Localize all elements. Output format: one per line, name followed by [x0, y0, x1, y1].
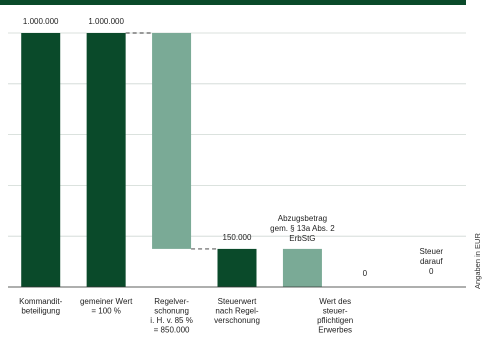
- category-label-taxable-value: Wert des steuer-pflichtigen Erwerbes: [317, 297, 353, 335]
- category-label: Steuerwert nach Regel-verschonung: [214, 297, 260, 325]
- annotation-deduction-line: ErbStG: [289, 234, 315, 243]
- bar: [217, 248, 257, 287]
- category-label-line: nach Regel-: [215, 307, 258, 316]
- bar: [86, 33, 126, 287]
- category-label-taxable-value-line: steuer-: [323, 307, 348, 316]
- unit-label: Angaben in EUR: [473, 233, 482, 289]
- bar: [152, 33, 192, 249]
- category-label-line: beteiligung: [21, 307, 60, 316]
- category-labels: Kommandit-beteiligung gemeiner Wert = 100 …: [19, 297, 353, 335]
- top-band: [0, 0, 466, 5]
- category-label: Kommandit-beteiligung: [19, 297, 62, 316]
- category-label-line: Kommandit-: [19, 297, 62, 306]
- category-label-taxable-value-line: Wert des: [319, 297, 351, 306]
- category-label-line: i. H. v. 85 %: [150, 316, 193, 325]
- value-labels: 1.000.000 1.000.000 150.000: [23, 17, 252, 242]
- category-label: Regelver-schonung i. H. v. 85 % = 850.000: [150, 297, 193, 335]
- annotations: Abzugsbetrag gem. § 13a Abs. 2 ErbStG0Steu…: [270, 214, 443, 278]
- annotation-tax: Steuer darauf 0: [419, 247, 443, 276]
- annotation-deduction: Abzugsbetrag gem. § 13a Abs. 2 ErbStG: [270, 214, 335, 243]
- category-label-line: Regelver-: [154, 297, 189, 306]
- value-label: 1.000.000: [88, 17, 124, 26]
- category-label-line: gemeiner Wert: [80, 297, 133, 306]
- bar: [282, 248, 322, 287]
- annotation-tax-line: 0: [429, 267, 434, 276]
- category-label-line: schonung: [154, 307, 189, 316]
- annotation-tax-line: darauf: [420, 257, 443, 266]
- category-label-taxable-value-line: pflichtigen: [317, 316, 353, 325]
- category-label-taxable-value-line: Erwerbes: [318, 326, 352, 335]
- category-label-line: = 100 %: [91, 307, 121, 316]
- annotation-zero-value-line: 0: [363, 269, 368, 278]
- bar: [21, 33, 61, 287]
- category-label-line: = 850.000: [154, 326, 190, 335]
- annotation-deduction-line: Abzugsbetrag: [278, 214, 327, 223]
- connector-lines: [125, 32, 218, 250]
- annotation-tax-line: Steuer: [419, 247, 443, 256]
- annotation-zero-value: 0: [363, 269, 368, 278]
- category-label-line: verschonung: [214, 316, 260, 325]
- category-label: gemeiner Wert = 100 %: [80, 297, 133, 316]
- value-label: 150.000: [223, 233, 252, 242]
- value-label: 1.000.000: [23, 17, 59, 26]
- annotation-deduction-line: gem. § 13a Abs. 2: [270, 224, 335, 233]
- bars: [21, 33, 322, 287]
- category-label-line: Steuerwert: [218, 297, 257, 306]
